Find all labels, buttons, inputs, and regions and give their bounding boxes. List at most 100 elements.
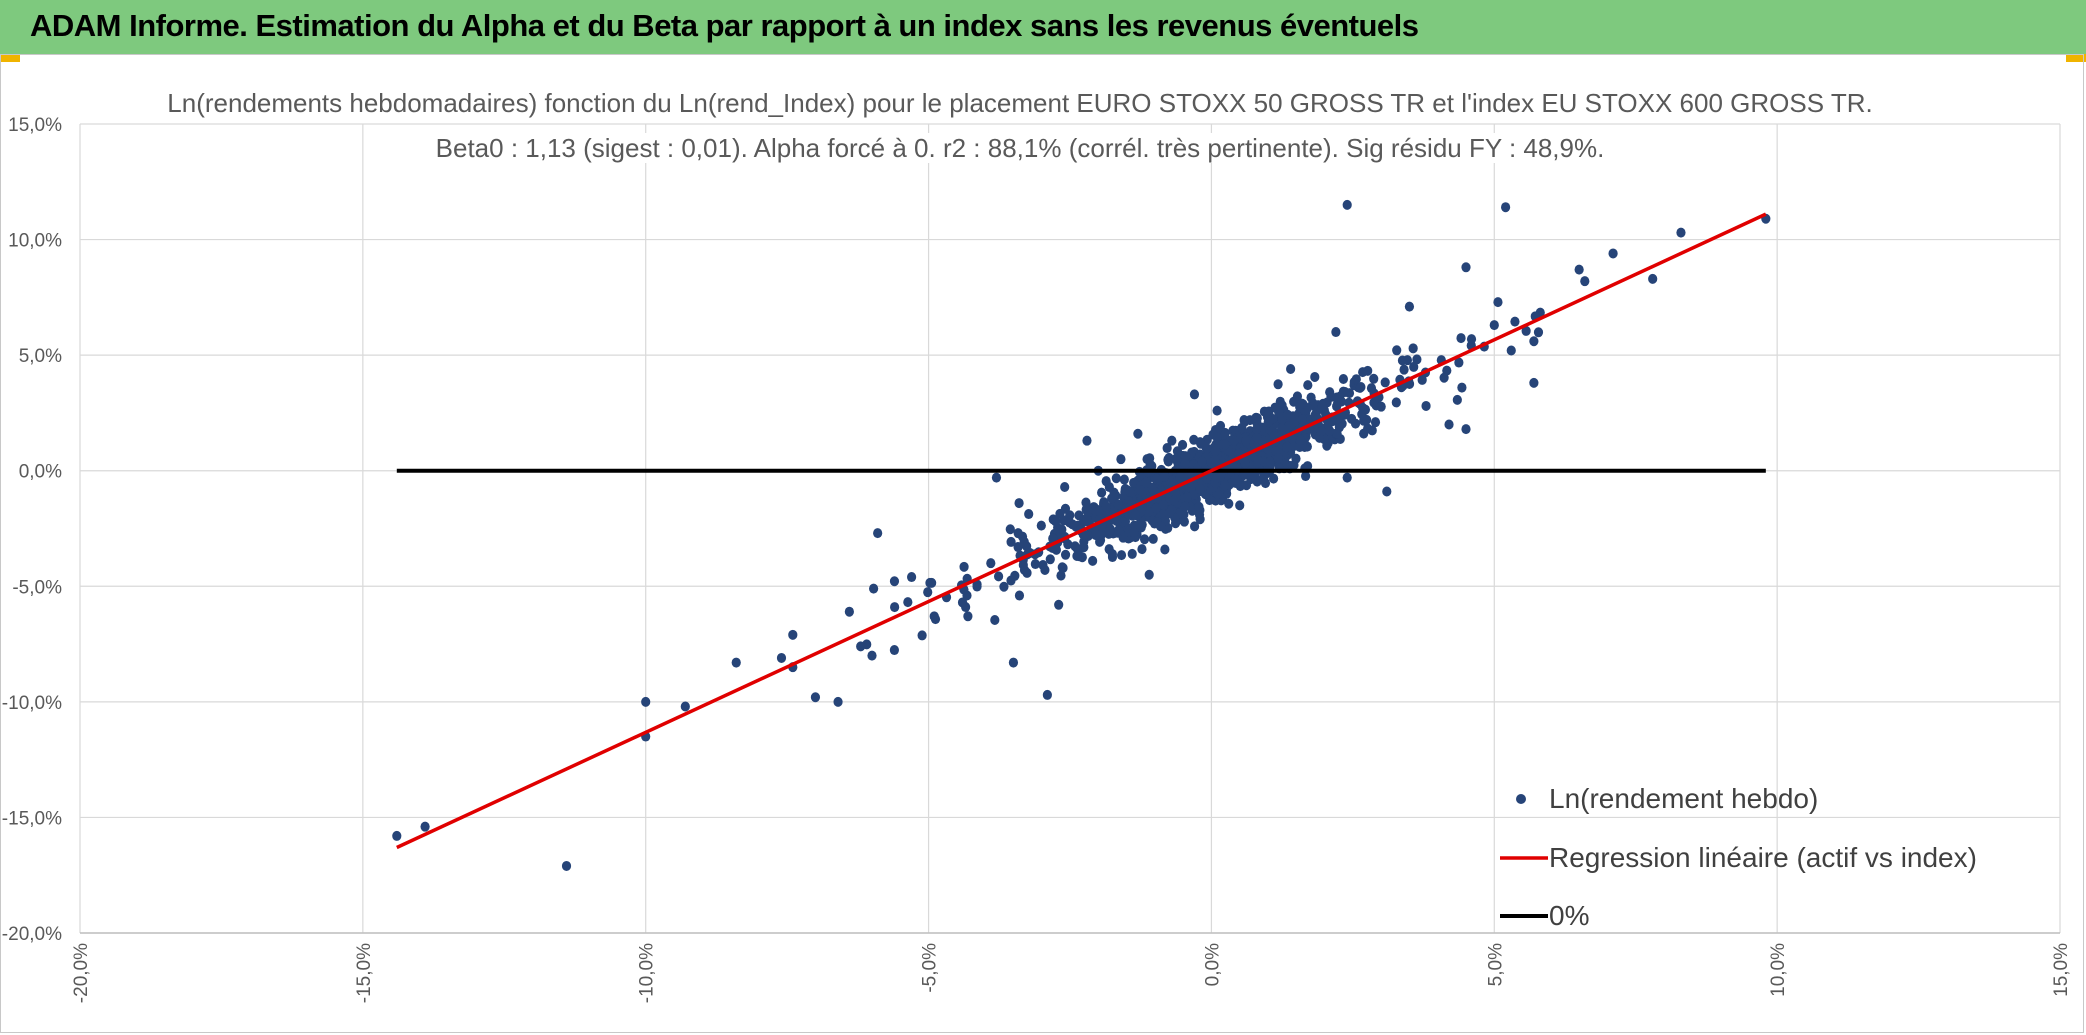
regression-line [396, 212, 1767, 850]
data-point [957, 597, 968, 608]
chart-title: Ln(rendements hebdomadaires) fonction du… [153, 88, 1887, 118]
data-point [1380, 377, 1390, 388]
data-point [1291, 453, 1301, 464]
data-point [1521, 325, 1531, 336]
data-point [1112, 516, 1122, 527]
data-point [1057, 562, 1067, 573]
data-point [1402, 355, 1413, 366]
data-point [1363, 423, 1373, 434]
data-point [1224, 498, 1234, 509]
data-point [1040, 564, 1050, 575]
data-point [1235, 500, 1245, 511]
data-point [1010, 570, 1020, 581]
data-point [1094, 505, 1104, 516]
x-tick-label: -15,0% [354, 943, 375, 1003]
data-point [890, 602, 900, 613]
data-point [1220, 480, 1230, 491]
data-point [1155, 521, 1166, 532]
data-point [833, 696, 843, 707]
corner-marker-left [0, 54, 20, 62]
data-point [1408, 343, 1418, 354]
data-point [1399, 364, 1409, 375]
data-point [1148, 533, 1158, 544]
data-point [1409, 361, 1419, 372]
data-point [1114, 525, 1124, 536]
title-banner: ADAM Informe. Estimation du Alpha et du … [0, 0, 2086, 54]
data-point [1461, 424, 1471, 435]
data-point [1130, 509, 1140, 520]
data-point [1263, 417, 1273, 428]
data-point [1013, 542, 1023, 553]
data-point [1286, 364, 1296, 375]
data-point [1082, 435, 1092, 446]
data-point [1024, 509, 1034, 520]
x-tick-label: 10,0% [1768, 943, 1789, 997]
data-point [1284, 421, 1294, 432]
data-point [1237, 422, 1247, 433]
data-point [788, 629, 798, 640]
data-point [1206, 457, 1216, 468]
data-point [1358, 367, 1368, 378]
legend: Ln(rendement hebdo) Regression linéaire … [1500, 783, 1977, 931]
data-point [1461, 262, 1471, 273]
data-point [1533, 327, 1544, 338]
data-point [1116, 550, 1127, 561]
data-point [1051, 516, 1061, 527]
data-point [680, 701, 690, 712]
data-point [1301, 471, 1311, 482]
data-point [1297, 414, 1307, 425]
data-point [1059, 515, 1069, 526]
data-point [1608, 248, 1618, 259]
x-tick-label: 0,0% [1202, 943, 1223, 986]
data-point [923, 587, 933, 598]
data-point [1391, 397, 1401, 408]
data-point [1159, 471, 1169, 482]
data-point [1135, 485, 1146, 496]
data-point [1317, 400, 1327, 411]
data-point [1042, 689, 1052, 700]
chart-subtitle: Beta0 : 1,13 (sigest : 0,01). Alpha forc… [421, 133, 1619, 163]
data-point [1081, 497, 1091, 508]
data-point [1268, 473, 1279, 484]
data-point [1241, 435, 1251, 446]
data-point [990, 615, 1000, 626]
data-point [1580, 276, 1590, 287]
x-tick-label: -20,0% [71, 943, 92, 1003]
data-point [963, 611, 973, 622]
data-point [1310, 410, 1320, 421]
data-point [1175, 472, 1185, 483]
data-point [1489, 320, 1499, 331]
data-point [1189, 389, 1200, 400]
data-point [641, 696, 651, 707]
data-point [1072, 543, 1082, 554]
data-point [1164, 508, 1175, 519]
data-point [1303, 380, 1313, 391]
data-point [1297, 398, 1307, 409]
corner-marker-right [2066, 54, 2086, 62]
data-point [1376, 401, 1386, 412]
y-tick-label: -15,0% [2, 808, 62, 829]
data-point [1006, 536, 1016, 547]
x-tick-label: -5,0% [920, 943, 941, 993]
data-point [1079, 542, 1089, 553]
data-point [1292, 391, 1303, 402]
data-point [1180, 458, 1190, 469]
data-point [1195, 514, 1205, 525]
data-point [1019, 564, 1030, 575]
data-point [1360, 404, 1371, 415]
data-point [1060, 503, 1071, 514]
data-point [1310, 371, 1320, 382]
data-point [1104, 544, 1114, 555]
data-point [1136, 522, 1146, 533]
x-tick-label: 15,0% [2051, 943, 2072, 997]
data-point [1054, 599, 1064, 610]
data-point [1676, 227, 1686, 238]
chart-title-container: Ln(rendements hebdomadaires) fonction du… [80, 88, 1960, 119]
data-point [929, 611, 939, 622]
data-point [1048, 533, 1058, 544]
data-point [1342, 472, 1352, 483]
data-point [1325, 387, 1335, 398]
data-point [1167, 435, 1177, 446]
data-point [867, 650, 877, 661]
